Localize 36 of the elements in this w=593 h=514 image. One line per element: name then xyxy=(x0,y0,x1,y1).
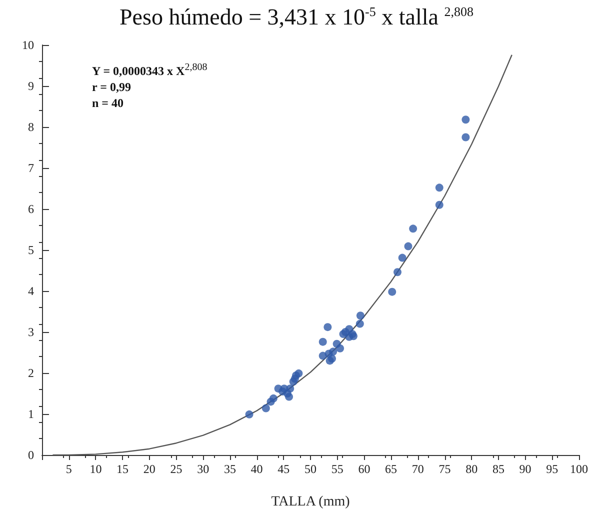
x-tick-label: 20 xyxy=(143,462,156,476)
y-tick-label: 7 xyxy=(28,161,34,175)
chart-title: Peso húmedo = 3,431 x 10$^{-5}$ x talla $^{2,808}$ xyxy=(118,4,474,31)
y-tick-label: 4 xyxy=(28,284,34,298)
x-tick-label: 5 xyxy=(66,462,72,476)
y-tick-label: 3 xyxy=(28,325,34,339)
x-tick-label: 75 xyxy=(438,462,451,476)
x-tick-label: 100 xyxy=(570,462,588,476)
y-tick-label: 6 xyxy=(28,202,34,216)
x-tick-label: 65 xyxy=(385,462,398,476)
annotation: n = 40 xyxy=(92,95,125,111)
x-tick-label: 70 xyxy=(412,462,424,476)
x-tick-label: 55 xyxy=(331,462,344,476)
y-tick-label: 9 xyxy=(28,79,34,93)
x-tick-label: 95 xyxy=(546,462,558,476)
x-tick-label: 30 xyxy=(197,462,210,476)
annotation: r = 0,99 xyxy=(92,79,132,95)
x-tick-label: 40 xyxy=(250,462,263,476)
annotation: Y = 0,0000343 x X$^{2,808}$ xyxy=(92,61,208,79)
y-tick-label: 2 xyxy=(28,366,34,380)
x-tick-label: 90 xyxy=(519,462,532,476)
x-tick-label: 80 xyxy=(466,462,478,476)
y-tick-label: 8 xyxy=(28,120,34,134)
x-tick-label: 60 xyxy=(358,462,370,476)
y-tick-label: 10 xyxy=(22,38,34,52)
x-tick-label: 50 xyxy=(304,462,316,476)
x-tick-label: 35 xyxy=(224,462,236,476)
x-axis-title: TALLA (mm) xyxy=(271,494,350,510)
x-tick-label: 85 xyxy=(492,462,504,476)
x-tick-label: 25 xyxy=(170,462,182,476)
x-tick-label: 10 xyxy=(90,462,102,476)
y-tick-label: 5 xyxy=(28,243,34,257)
y-tick-label: 1 xyxy=(28,407,34,421)
x-tick-label: 15 xyxy=(116,462,129,476)
y-tick-label: 0 xyxy=(28,448,34,462)
x-tick-label: 45 xyxy=(278,462,290,476)
